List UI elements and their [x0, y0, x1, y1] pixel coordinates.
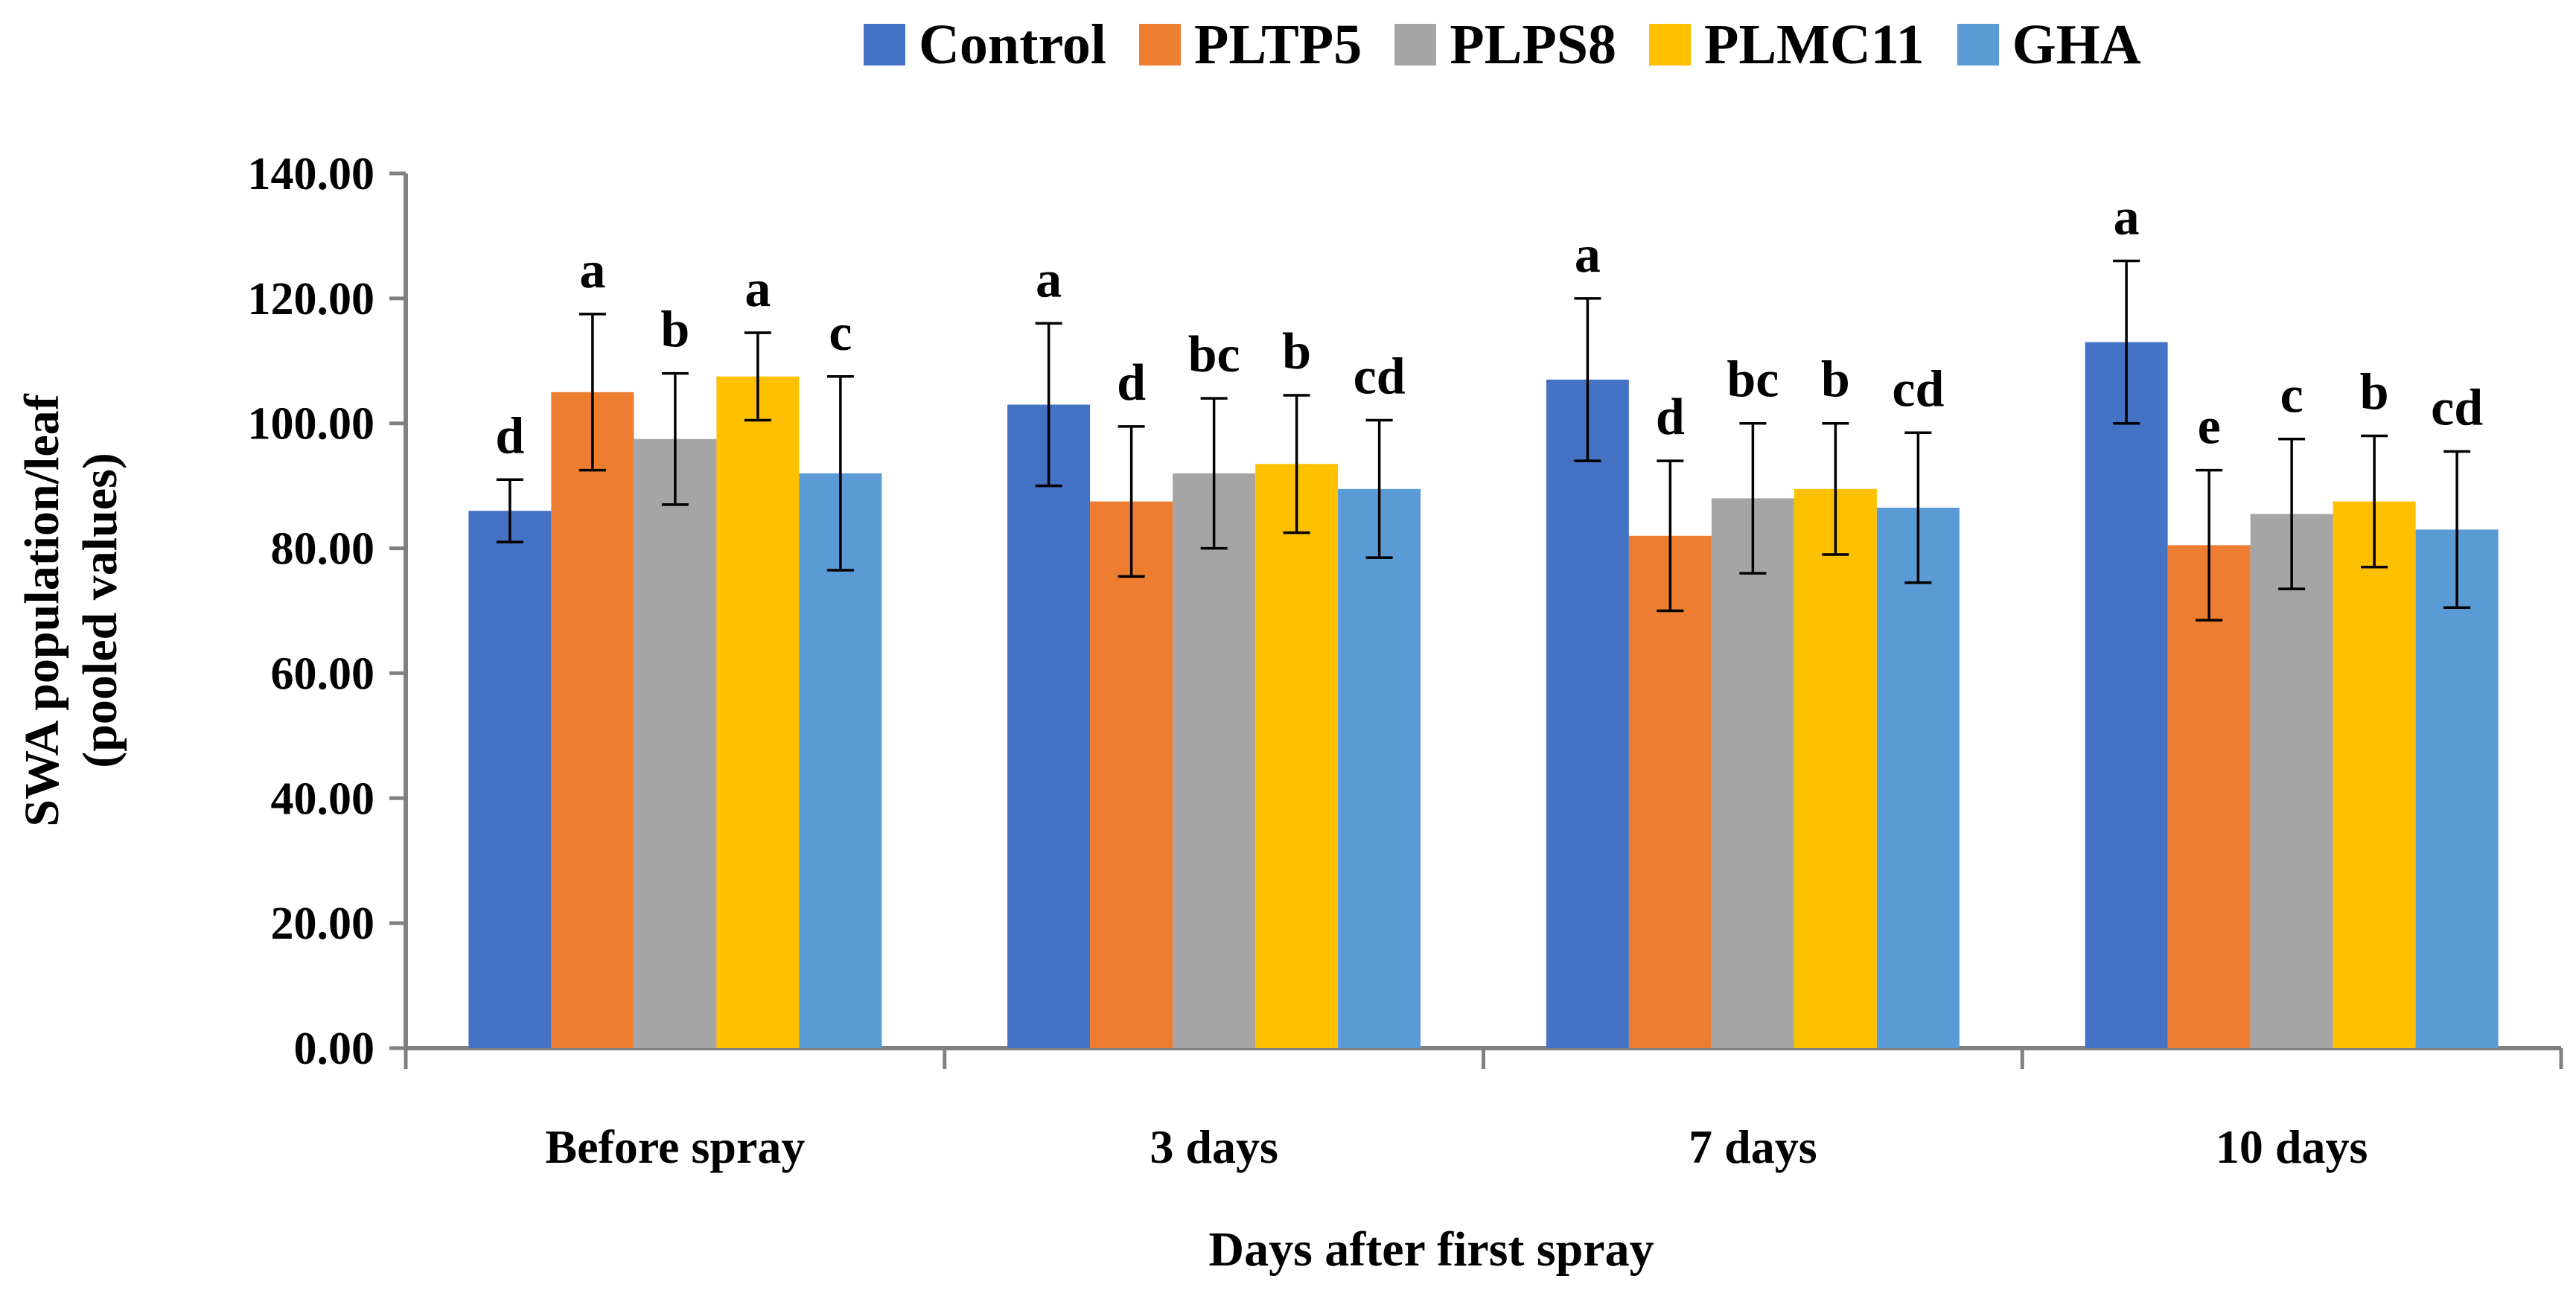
x-category-label: 7 days [1689, 1120, 1817, 1173]
bar [1546, 379, 1629, 1048]
significance-letter: c [829, 304, 852, 362]
y-axis-title-line2: (pooled values) [73, 453, 127, 768]
significance-letter: cd [1892, 360, 1944, 418]
significance-letter: cd [2431, 379, 2483, 436]
legend-swatch [1649, 24, 1692, 66]
significance-letter: bc [1727, 351, 1779, 409]
legend-label: Control [919, 13, 1106, 76]
significance-letter: a [745, 261, 771, 318]
legend-item: PLPS8 [1394, 16, 1616, 73]
significance-letter: b [1282, 323, 1311, 380]
legend-label: PLPS8 [1450, 13, 1617, 76]
bar [1338, 488, 1421, 1048]
bar [2250, 514, 2333, 1048]
x-axis-title: Days after first spray [1208, 1222, 1654, 1277]
x-category-label: 3 days [1150, 1120, 1278, 1173]
significance-letter: a [1575, 226, 1601, 284]
x-category-label: 10 days [2216, 1120, 2368, 1173]
legend-item: PLTP5 [1138, 13, 1362, 76]
y-tick-label: 60.00 [271, 648, 375, 699]
significance-letter: cd [1354, 348, 1406, 406]
bar [1090, 501, 1173, 1048]
legend-swatch [1394, 24, 1437, 66]
significance-letter: bc [1188, 326, 1240, 383]
y-axis-title: SWA population/leaf(pooled values) [15, 393, 127, 826]
significance-letter: e [2198, 398, 2221, 456]
significance-letter: d [1656, 389, 1685, 446]
legend-label: PLMC11 [1704, 13, 1925, 76]
significance-letter: d [1117, 354, 1146, 412]
bar [1628, 535, 1712, 1048]
bar [1007, 404, 1091, 1048]
significance-letter: a [1036, 251, 1062, 308]
y-tick-label: 0.00 [294, 1024, 375, 1074]
legend-swatch [1957, 24, 1999, 66]
y-tick-label: 120.00 [248, 274, 375, 325]
significance-letter: d [495, 407, 524, 465]
y-tick-label: 80.00 [271, 524, 375, 575]
legend-swatch [1138, 24, 1181, 66]
x-category-label: Before spray [545, 1120, 805, 1173]
bar [1711, 498, 1794, 1048]
bar [1876, 508, 1960, 1048]
bar [2085, 342, 2168, 1048]
bar [634, 438, 717, 1048]
bar [2415, 529, 2499, 1048]
bar [1173, 473, 1256, 1048]
significance-letter: c [2280, 367, 2304, 424]
bar [468, 511, 552, 1048]
legend-swatch [864, 24, 905, 66]
bar [1794, 488, 1877, 1048]
legend-label: GHA [2012, 13, 2141, 76]
bar [2167, 545, 2251, 1048]
legend-label: PLTP5 [1193, 13, 1362, 76]
significance-letter: b [1821, 351, 1850, 409]
legend-item: GHA [1957, 16, 2141, 73]
y-tick-label: 40.00 [271, 773, 375, 824]
significance-letter: a [579, 242, 605, 299]
y-tick-label: 100.00 [248, 399, 375, 450]
bar [1255, 464, 1339, 1048]
legend: Control PLTP5 PLPS8 PLMC11 GHA [864, 16, 2174, 73]
legend-item: PLMC11 [1649, 16, 1925, 73]
significance-letter: b [2360, 364, 2389, 421]
bar [551, 392, 634, 1048]
y-tick-label: 20.00 [271, 898, 375, 949]
bar [716, 376, 800, 1049]
bar [2333, 501, 2416, 1048]
y-axis-title-line1: SWA population/leaf [15, 393, 69, 826]
significance-letter: a [2114, 189, 2140, 246]
y-tick-label: 140.00 [248, 149, 375, 199]
legend-item: Control [864, 16, 1106, 73]
significance-letter: b [660, 301, 689, 359]
